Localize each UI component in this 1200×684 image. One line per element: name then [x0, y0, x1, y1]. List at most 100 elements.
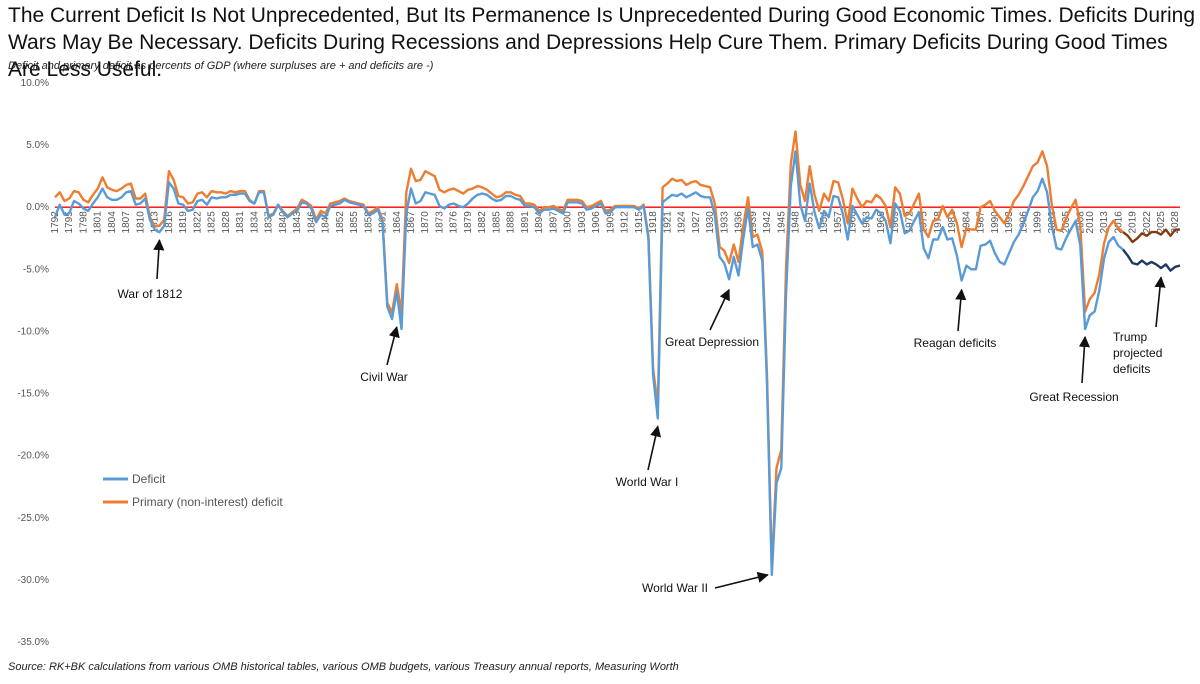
x-tick-label: 1864: [392, 211, 403, 234]
x-tick-label: 1924: [677, 211, 688, 234]
annotation-label: War of 1812: [118, 287, 183, 301]
primary-deficit-line: [54, 130, 1124, 569]
x-tick-label: 1957: [833, 211, 844, 234]
x-tick-label: 1825: [207, 211, 218, 234]
x-tick-label: 1867: [406, 211, 417, 234]
annotation-label: Trump: [1113, 330, 1148, 344]
x-tick-label: 1915: [634, 211, 645, 234]
y-tick-label: -15.0%: [17, 389, 49, 400]
legend-label: Deficit: [132, 472, 166, 486]
x-tick-label: 2025: [1156, 211, 1167, 234]
x-tick-label: 1984: [961, 211, 972, 234]
x-tick-label: 1948: [791, 211, 802, 234]
x-tick-label: 1990: [990, 211, 1001, 234]
x-tick-label: 2022: [1142, 211, 1153, 234]
x-tick-label: 1939: [748, 211, 759, 234]
x-tick-label: 2010: [1085, 211, 1096, 234]
x-tick-label: 1942: [762, 211, 773, 234]
x-tick-label: 1840: [278, 211, 289, 234]
x-tick-label: 1879: [463, 211, 474, 234]
x-tick-label: 1807: [121, 211, 132, 234]
x-tick-label: 1894: [534, 211, 545, 234]
x-tick-label: 1819: [178, 211, 189, 234]
y-tick-label: -20.0%: [17, 451, 49, 462]
x-tick-label: 1834: [249, 211, 260, 234]
x-tick-label: 1804: [107, 211, 118, 234]
x-tick-label: 1975: [919, 211, 930, 234]
x-tick-label: 1792: [50, 211, 61, 234]
projected-primary-line: [1122, 228, 1180, 244]
x-tick-label: 1927: [691, 211, 702, 234]
x-tick-label: 1813: [150, 211, 161, 234]
annotation-label: Civil War: [360, 370, 408, 384]
x-tick-label: 2005: [1061, 211, 1072, 234]
x-tick-label: 1987: [976, 211, 987, 234]
annotation-label: Great Depression: [665, 335, 759, 349]
x-tick-label: 1918: [648, 211, 659, 234]
x-tick-label: 1933: [719, 211, 730, 234]
x-tick-label: 2013: [1099, 211, 1110, 234]
y-tick-label: -25.0%: [17, 513, 49, 524]
x-tick-label: 1903: [577, 211, 588, 234]
x-tick-label: 1909: [605, 211, 616, 234]
x-tick-label: 1993: [1004, 211, 1015, 234]
annotation-label: projected: [1113, 346, 1162, 360]
x-tick-label: 1882: [477, 211, 488, 234]
x-tick-label: 1954: [819, 211, 830, 234]
x-tick-label: 2016: [1113, 211, 1124, 234]
annotation-arrow: [709, 288, 730, 331]
x-tick-label: 1822: [192, 211, 203, 234]
y-tick-label: -10.0%: [17, 326, 49, 337]
x-tick-label: 1912: [620, 211, 631, 234]
x-tick-label: 1951: [805, 211, 816, 234]
x-tick-label: 1966: [876, 211, 887, 234]
x-tick-label: 2019: [1128, 211, 1139, 234]
annotation-arrow: [647, 425, 662, 471]
x-tick-label: 1978: [933, 211, 944, 234]
x-tick-label: 1876: [449, 211, 460, 234]
y-tick-label: -30.0%: [17, 575, 49, 586]
x-tick-label: 1891: [520, 211, 531, 234]
y-tick-label: -35.0%: [17, 637, 49, 648]
annotation-label: Reagan deficits: [914, 336, 997, 350]
annotation-arrow: [386, 325, 400, 366]
projected-deficit-line: [1122, 248, 1181, 272]
x-tick-label: 2028: [1170, 211, 1181, 234]
x-tick-label: 1828: [221, 211, 232, 234]
x-tick-label: 1972: [904, 211, 915, 234]
x-tick-label: 1873: [434, 211, 445, 234]
annotation-label: World War I: [616, 475, 679, 489]
x-tick-label: 1936: [734, 211, 745, 234]
x-tick-label: 1801: [93, 211, 104, 234]
y-tick-label: -5.0%: [23, 264, 49, 275]
x-tick-label: 1816: [164, 211, 175, 234]
x-tick-label: 1798: [78, 211, 89, 234]
annotation-arrow: [1078, 335, 1090, 384]
x-tick-label: 1981: [947, 211, 958, 234]
annotation-label: World War II: [642, 581, 708, 595]
x-tick-label: 1831: [235, 211, 246, 234]
x-tick-label: 1843: [292, 211, 303, 234]
x-tick-label: 1999: [1033, 211, 1044, 234]
y-tick-label: 0.0%: [26, 202, 49, 213]
annotation-arrow: [153, 238, 165, 280]
deficit-line: [53, 150, 1124, 577]
y-tick-label: 5.0%: [26, 140, 49, 151]
x-tick-label: 1897: [548, 211, 559, 234]
annotation-arrow: [955, 288, 967, 332]
x-tick-label: 1855: [349, 211, 360, 234]
chart-subtitle: Deficit and primary deficit as percents …: [8, 60, 434, 72]
source-note: Source: RK+BK calculations from various …: [8, 661, 679, 673]
annotation-label: Great Recession: [1029, 390, 1118, 404]
legend-label: Primary (non-interest) deficit: [132, 495, 283, 509]
chart-title: The Current Deficit Is Not Unprecedented…: [8, 4, 1196, 81]
x-tick-label: 1858: [363, 211, 374, 234]
x-tick-label: 1921: [662, 211, 673, 234]
x-tick-label: 1810: [135, 211, 146, 234]
x-tick-label: 1969: [890, 211, 901, 234]
x-tick-label: 1870: [420, 211, 431, 234]
annotation-arrow: [714, 571, 769, 589]
annotation-label: deficits: [1113, 362, 1150, 376]
x-tick-label: 1945: [776, 211, 787, 234]
